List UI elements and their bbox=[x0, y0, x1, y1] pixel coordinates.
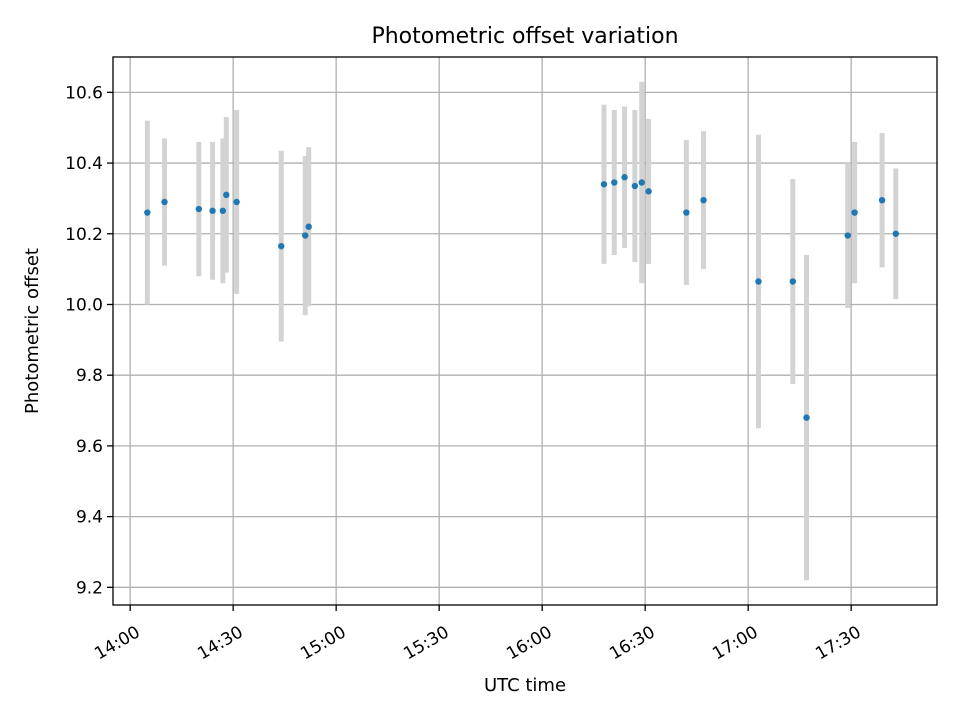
data-points bbox=[144, 174, 899, 421]
data-point bbox=[892, 230, 899, 237]
data-point bbox=[144, 209, 151, 216]
data-point bbox=[195, 205, 203, 213]
data-point bbox=[611, 179, 618, 186]
data-point bbox=[209, 207, 216, 214]
data-point bbox=[233, 198, 240, 206]
y-tick-label: 9.4 bbox=[76, 508, 103, 528]
data-point bbox=[683, 209, 690, 216]
data-point bbox=[302, 232, 309, 239]
plot-frame bbox=[112, 56, 938, 606]
data-point bbox=[878, 196, 886, 204]
data-point bbox=[638, 179, 645, 186]
data-point bbox=[278, 242, 285, 250]
chart-title: Photometric offset variation bbox=[371, 24, 678, 49]
data-point bbox=[803, 414, 810, 421]
data-point bbox=[219, 207, 227, 214]
data-point bbox=[645, 188, 652, 195]
data-point bbox=[700, 196, 707, 204]
y-axis-ticks: 9.2 9.4 9.6 9.8 10.0 10.2 10.4 10.6 bbox=[65, 83, 113, 598]
data-point bbox=[223, 191, 230, 199]
data-point bbox=[600, 181, 608, 188]
x-axis-label: UTC time bbox=[484, 675, 566, 696]
data-point bbox=[844, 232, 851, 239]
y-axis-label: Photometric offset bbox=[22, 248, 43, 414]
y-tick-label: 10.6 bbox=[65, 83, 103, 103]
y-tick-label: 10.2 bbox=[65, 225, 103, 245]
y-tick-label: 10.0 bbox=[65, 295, 103, 315]
data-point bbox=[631, 182, 639, 190]
data-point bbox=[621, 174, 628, 181]
y-tick-label: 10.4 bbox=[65, 154, 103, 174]
data-point bbox=[789, 278, 796, 285]
data-point bbox=[305, 223, 312, 230]
data-point bbox=[161, 198, 168, 206]
data-point bbox=[755, 278, 762, 285]
grid bbox=[113, 57, 937, 605]
y-tick-label: 9.6 bbox=[76, 437, 103, 457]
data-point bbox=[851, 209, 858, 216]
y-tick-label: 9.2 bbox=[76, 578, 103, 598]
y-tick-label: 9.8 bbox=[76, 366, 103, 386]
